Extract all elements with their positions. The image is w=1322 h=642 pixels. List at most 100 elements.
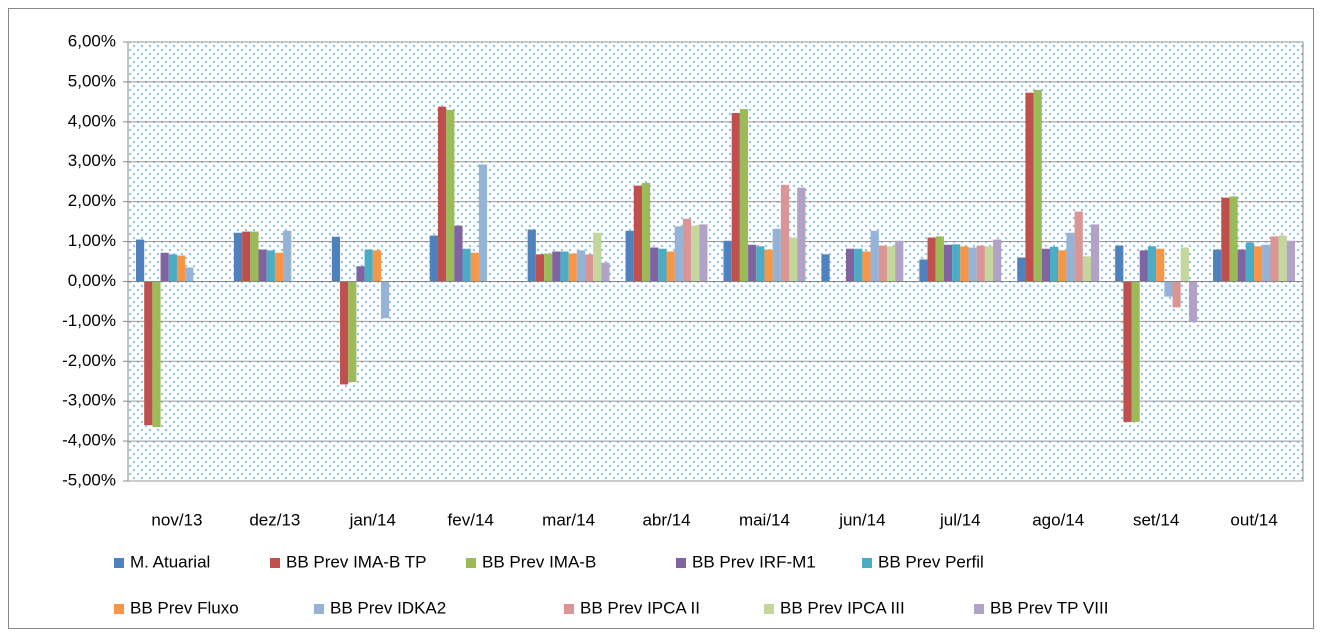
bar <box>952 244 961 282</box>
bar <box>593 232 602 282</box>
bar <box>943 244 953 282</box>
bar <box>878 245 887 282</box>
bar <box>691 225 700 282</box>
bar <box>739 109 749 282</box>
bar <box>274 252 284 282</box>
bar <box>446 109 455 282</box>
bar <box>1066 232 1075 282</box>
bar <box>699 224 708 282</box>
bar <box>682 218 692 282</box>
bar <box>176 255 186 282</box>
bar <box>674 226 683 282</box>
x-tick-label: fev/14 <box>448 510 494 529</box>
legend-label: BB Prev Perfil <box>878 552 984 571</box>
bar <box>984 246 994 282</box>
bar <box>1286 240 1295 282</box>
bar <box>797 187 806 282</box>
bar <box>601 262 610 282</box>
bar <box>1270 236 1279 282</box>
bar <box>478 164 488 282</box>
bar <box>748 244 757 282</box>
legend-swatch <box>862 558 872 568</box>
x-tick-label: nov/13 <box>151 510 202 529</box>
x-tick-label: jun/14 <box>838 510 885 529</box>
legend-swatch <box>314 604 324 614</box>
x-tick-label: jul/14 <box>939 510 981 529</box>
bar <box>789 237 798 282</box>
bar <box>136 239 145 282</box>
y-tick-label: -3,00% <box>62 391 116 410</box>
x-tick-label: out/14 <box>1230 510 1277 529</box>
bar <box>1025 92 1034 282</box>
legend-label: BB Prev TP VIII <box>990 598 1108 617</box>
bar <box>1188 281 1198 323</box>
y-tick-label: 3,00% <box>68 151 116 170</box>
bar <box>821 254 830 282</box>
bar <box>772 228 781 282</box>
bar <box>1082 256 1091 282</box>
bar <box>429 235 438 282</box>
bar <box>250 231 259 282</box>
bar <box>552 251 561 282</box>
bar <box>1245 242 1255 282</box>
bar <box>1115 245 1124 282</box>
bar <box>625 230 634 282</box>
legend-label: BB Prev IMA-B TP <box>286 552 426 571</box>
bar <box>283 230 292 282</box>
bar <box>1180 247 1189 282</box>
bar <box>854 248 863 282</box>
bar <box>1074 211 1083 282</box>
bar <box>585 254 594 282</box>
x-tick-label: abr/14 <box>642 510 690 529</box>
legend-swatch <box>270 558 280 568</box>
bar <box>185 267 194 282</box>
bar <box>462 248 471 282</box>
x-tick-label: dez/13 <box>249 510 300 529</box>
legend-swatch <box>974 604 984 614</box>
bar <box>454 225 463 282</box>
bar <box>233 232 243 282</box>
bar <box>364 249 373 282</box>
bar <box>258 249 267 282</box>
bar <box>927 237 936 282</box>
bar <box>331 236 341 282</box>
bar <box>764 249 773 282</box>
x-tick-label: ago/14 <box>1032 510 1084 529</box>
bar <box>1139 250 1148 282</box>
y-tick-label: 4,00% <box>68 111 116 130</box>
legend-label: BB Prev IMA-B <box>482 552 596 571</box>
bar <box>160 252 169 282</box>
bar <box>845 248 855 282</box>
bar <box>731 113 740 282</box>
bar <box>780 184 790 282</box>
bar <box>144 281 153 426</box>
bar <box>1050 246 1059 282</box>
bar <box>1229 196 1238 282</box>
bar <box>895 240 904 282</box>
bar <box>756 246 765 282</box>
bar <box>544 253 553 282</box>
legend-label: BB Prev IDKA2 <box>330 598 446 617</box>
legend-label: M. Atuarial <box>130 552 210 571</box>
bar <box>723 240 732 282</box>
bar <box>560 251 569 282</box>
y-tick-label: 5,00% <box>68 71 116 90</box>
bar <box>960 246 969 282</box>
bar <box>470 252 479 282</box>
x-tick-label: jan/14 <box>349 510 396 529</box>
x-tick-label: mar/14 <box>542 510 595 529</box>
bar <box>870 230 879 282</box>
bar <box>242 231 251 282</box>
bar <box>576 250 586 282</box>
legend-label: BB Prev IRF-M1 <box>692 552 816 571</box>
legend-label: BB Prev IPCA III <box>780 598 905 617</box>
bar <box>437 106 447 282</box>
y-tick-label: 6,00% <box>68 31 116 50</box>
bar <box>568 253 577 282</box>
bar <box>935 236 944 282</box>
bar <box>862 251 871 282</box>
legend-swatch <box>114 604 124 614</box>
y-tick-label: -2,00% <box>62 351 116 370</box>
bar <box>1221 197 1230 282</box>
